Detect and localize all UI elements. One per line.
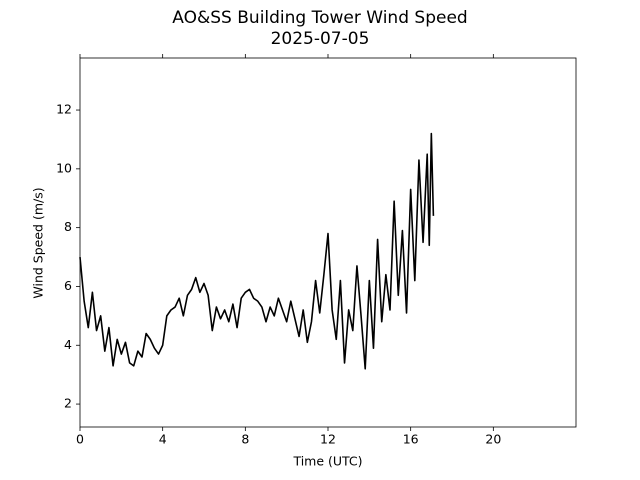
chart-title: AO&SS Building Tower Wind Speed bbox=[172, 8, 467, 28]
chart-subtitle: 2025-07-05 bbox=[271, 29, 370, 49]
y-tick-label: 12 bbox=[56, 102, 72, 117]
x-tick-label: 0 bbox=[76, 432, 84, 447]
x-tick-label: 20 bbox=[485, 432, 501, 447]
line bbox=[79, 132, 435, 370]
y-tick-label: 2 bbox=[64, 396, 72, 411]
y-tick-label: 8 bbox=[64, 219, 72, 234]
x-tick-label: 12 bbox=[320, 432, 336, 447]
x-tick-label: 16 bbox=[403, 432, 419, 447]
y-axis-label: Wind Speed (m/s) bbox=[31, 187, 46, 298]
y-tick-label: 4 bbox=[64, 337, 72, 352]
x-tick-label: 4 bbox=[159, 432, 167, 447]
x-axis-label: Time (UTC) bbox=[292, 454, 362, 469]
x-tick-label: 8 bbox=[241, 432, 249, 447]
y-tick-label: 6 bbox=[64, 278, 72, 293]
y-tick-label: 10 bbox=[56, 160, 72, 175]
